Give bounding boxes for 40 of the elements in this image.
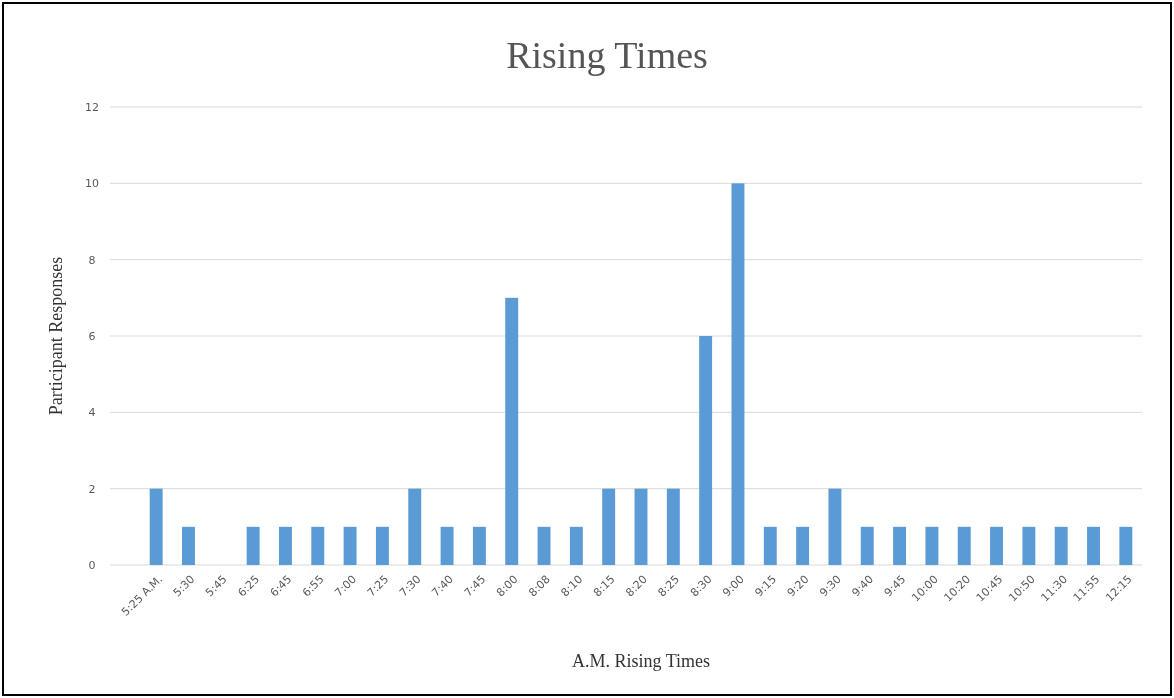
bar (311, 526, 325, 565)
bar (893, 526, 907, 565)
bar (182, 526, 195, 565)
bar (602, 488, 616, 565)
y-tick-label: 8 (88, 253, 96, 267)
bar (408, 488, 422, 565)
bar (343, 526, 357, 565)
bar (1087, 526, 1100, 565)
bar (246, 526, 260, 565)
chart-title: Rising Times (506, 34, 708, 76)
bar (278, 526, 292, 565)
y-tick-label: 6 (88, 329, 96, 343)
bar (990, 526, 1004, 565)
bar (569, 526, 583, 565)
bar (1119, 526, 1133, 565)
bar (957, 526, 971, 565)
y-tick-label: 2 (88, 482, 96, 496)
bar (763, 526, 777, 565)
bar (375, 526, 389, 565)
y-tick-label: 12 (85, 100, 99, 114)
bar (634, 488, 648, 565)
x-axis-title: A.M. Rising Times (571, 651, 711, 671)
bar (925, 526, 939, 565)
bar (149, 488, 163, 565)
bar (666, 488, 680, 565)
bar (1054, 526, 1068, 565)
bar (731, 183, 745, 565)
bar (472, 526, 486, 565)
bar (796, 526, 810, 565)
y-tick-label: 0 (88, 558, 96, 572)
bar (505, 297, 519, 565)
bar (537, 526, 551, 565)
bar (440, 526, 454, 565)
y-tick-label: 10 (85, 177, 99, 191)
bar (828, 488, 842, 565)
y-tick-label: 4 (88, 406, 96, 420)
bar (860, 526, 874, 565)
bar (699, 336, 713, 565)
bar (1022, 526, 1036, 565)
y-axis-title: Participant Responses (46, 256, 66, 416)
